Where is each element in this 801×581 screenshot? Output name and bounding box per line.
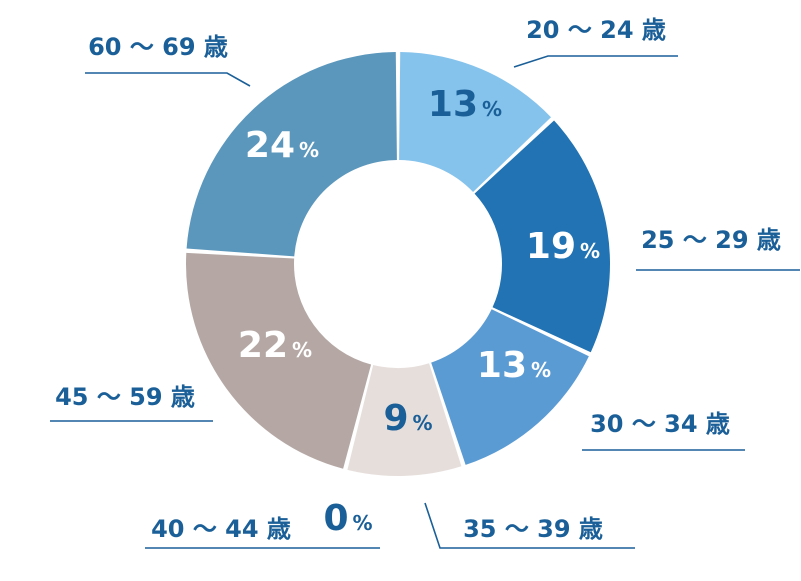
value-label-30-34: 13% bbox=[477, 345, 551, 386]
value-label-25-29: 19% bbox=[526, 226, 600, 267]
leader-lines-group bbox=[50, 55, 800, 549]
category-label-40-44: 40 ～ 44 歳 bbox=[151, 515, 291, 543]
slice-20-24 bbox=[399, 52, 552, 193]
value-label-45-59: 22% bbox=[238, 325, 312, 366]
labels-group: 13 % 19 % 13 % 9 % 0 % 22 % 24 % 20 ～ 24 歳 25 ～ 29 歳 30 … bbox=[55, 16, 781, 543]
slice-45-59 bbox=[186, 252, 372, 469]
category-label-20-24: 20 ～ 24 歳 bbox=[526, 16, 666, 44]
value-label-35-39: 9% bbox=[383, 398, 432, 439]
slice-60-69 bbox=[186, 52, 397, 257]
slices-group bbox=[186, 52, 610, 476]
leader-line-20-24 bbox=[513, 55, 678, 68]
value-label-60-69: 24% bbox=[245, 125, 319, 166]
slice-35-39 bbox=[347, 363, 462, 476]
category-label-30-34: 30 ～ 34 歳 bbox=[590, 410, 730, 438]
category-label-60-69: 60 ～ 69 歳 bbox=[88, 33, 228, 61]
leader-line-60-69 bbox=[85, 72, 251, 87]
category-label-25-29: 25 ～ 29 歳 bbox=[641, 226, 781, 254]
value-label-20-24: 13% bbox=[428, 84, 502, 125]
leader-line-35-39 bbox=[424, 502, 635, 549]
category-label-35-39: 35 ～ 39 歳 bbox=[463, 515, 603, 543]
category-label-45-59: 45 ～ 59 歳 bbox=[55, 383, 195, 411]
value-label-40-44: 0% bbox=[323, 498, 372, 539]
slice-30-34 bbox=[431, 309, 589, 465]
slice-25-29 bbox=[474, 120, 610, 353]
